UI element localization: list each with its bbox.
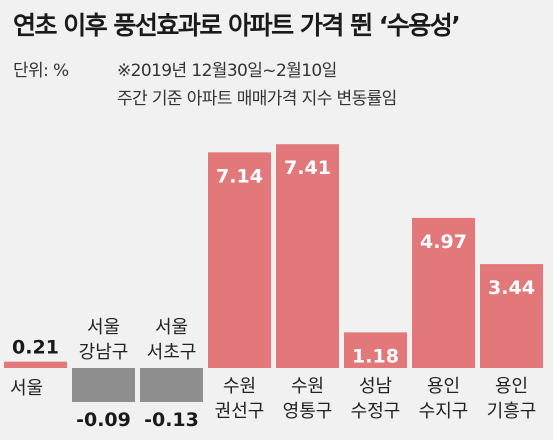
category-label: 용인 xyxy=(495,376,528,397)
bar xyxy=(412,217,475,368)
bar xyxy=(4,361,67,368)
category-label: 용인 xyxy=(427,376,460,397)
category-label: 강남구 xyxy=(79,342,129,363)
data-label: 0.21 xyxy=(12,337,59,359)
bar xyxy=(208,152,271,368)
period-note: ※2019년 12월30일~2월10일 xyxy=(117,61,337,81)
category-label: 성남 xyxy=(359,376,392,397)
data-label: 7.14 xyxy=(216,165,263,187)
data-label: -0.13 xyxy=(144,409,199,431)
data-label: 3.44 xyxy=(488,277,535,299)
category-label: 서울 xyxy=(10,378,43,399)
data-label: 7.41 xyxy=(284,157,331,179)
category-label: 기흥구 xyxy=(487,401,537,422)
category-label: 영통구 xyxy=(283,401,333,422)
category-label: 서울 xyxy=(155,317,188,338)
category-label: 서초구 xyxy=(147,342,197,363)
category-label: 권선구 xyxy=(215,401,265,422)
bar xyxy=(72,368,135,402)
data-label: 1.18 xyxy=(352,345,399,367)
category-label: 수원 xyxy=(223,376,256,397)
category-label: 수원 xyxy=(291,376,324,397)
bar xyxy=(140,368,203,402)
category-label: 서울 xyxy=(87,317,120,338)
unit-label: 단위: % xyxy=(13,61,69,81)
chart-title: 연초 이후 풍선효과로 아파트 가격 뛴 ‘수용성’ xyxy=(13,11,461,40)
category-label: 수정구 xyxy=(351,401,401,422)
category-label: 수지구 xyxy=(419,401,469,422)
bar xyxy=(344,332,407,368)
bar xyxy=(480,264,543,368)
data-label: -0.09 xyxy=(76,409,131,431)
data-label: 4.97 xyxy=(420,231,467,253)
description-note: 주간 기준 아파트 매매가격 지수 변동률임 xyxy=(117,89,397,109)
bar xyxy=(276,144,339,368)
